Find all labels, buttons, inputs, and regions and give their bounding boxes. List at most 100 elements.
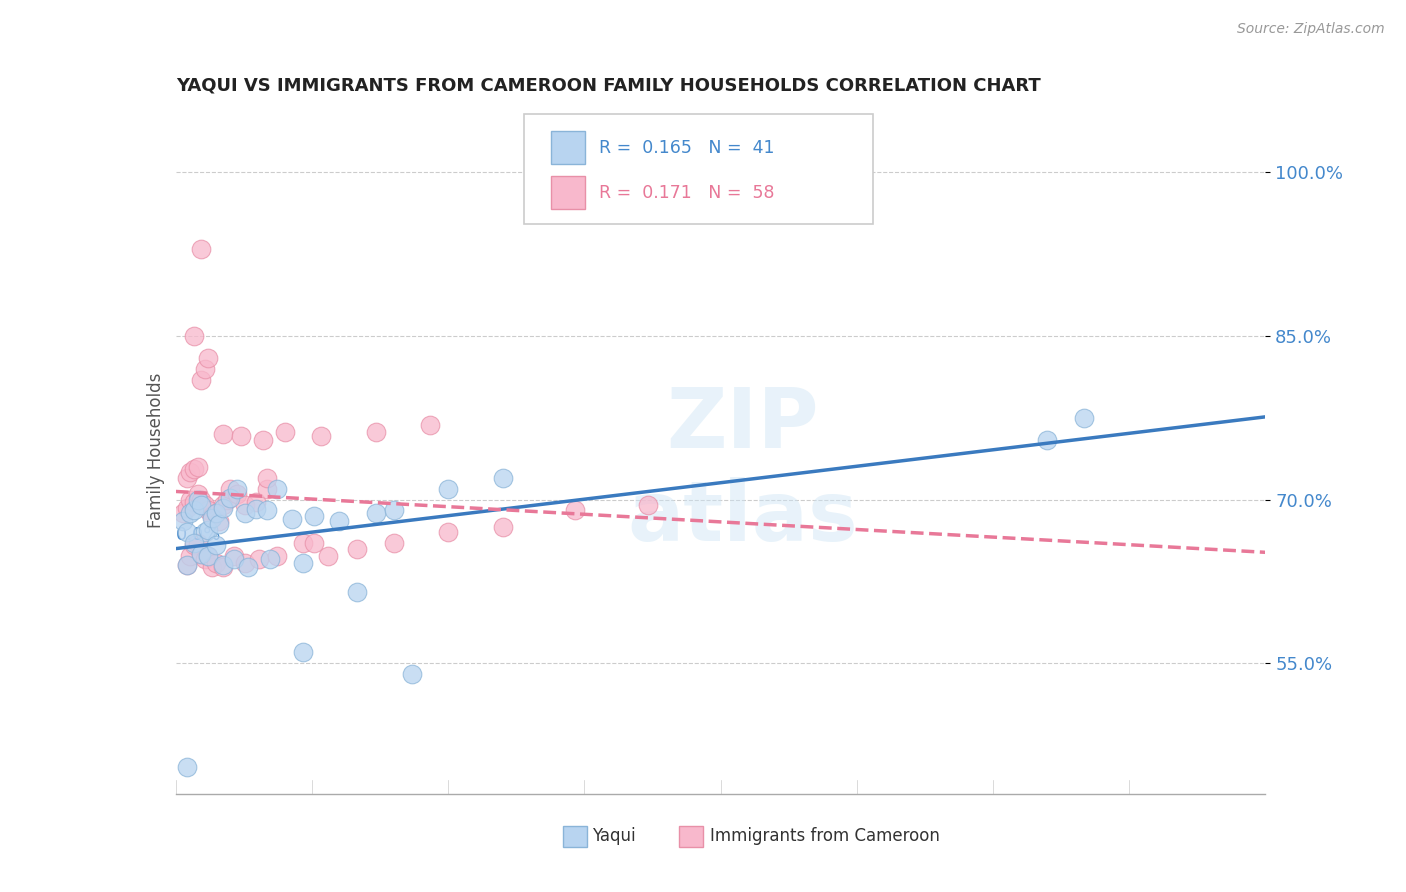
Point [364,506,387,520]
Point [245,502,267,516]
Point [256,503,278,517]
Point [222,552,245,566]
Point [364,425,387,439]
Point [201,511,224,525]
Point [252,433,274,447]
Point [346,585,368,599]
Point [219,482,242,496]
Point [208,516,231,531]
Point [382,503,405,517]
Point [176,501,198,516]
Point [419,418,441,433]
Point [194,361,217,376]
Point [176,759,198,773]
FancyBboxPatch shape [551,177,585,210]
Point [302,508,325,523]
Point [190,547,212,561]
Point [179,506,201,520]
Point [226,487,249,501]
Point [233,498,256,512]
Point [176,558,198,572]
Text: 0.0%: 0.0% [176,526,221,544]
Point [179,492,201,507]
FancyBboxPatch shape [551,131,585,164]
Point [328,514,350,528]
Text: ZIP
atlas: ZIP atlas [627,384,858,558]
Point [291,536,314,550]
Point [318,549,340,564]
FancyBboxPatch shape [679,826,703,847]
Point [201,508,224,523]
Point [186,536,209,550]
Point [437,482,460,496]
Point [346,541,368,556]
Point [197,503,219,517]
Point [179,465,201,479]
Point [197,549,219,564]
Point [204,506,226,520]
Point [212,501,235,516]
Point [197,523,219,537]
Point [204,506,226,520]
FancyBboxPatch shape [524,114,873,224]
Point [266,549,288,564]
Point [231,429,253,443]
Point [190,547,212,561]
Point [212,498,235,512]
Point [183,536,205,550]
Point [176,471,198,485]
Point [256,471,278,485]
Point [212,558,235,572]
Point [226,482,249,496]
Text: YAQUI VS IMMIGRANTS FROM CAMEROON FAMILY HOUSEHOLDS CORRELATION CHART: YAQUI VS IMMIGRANTS FROM CAMEROON FAMILY… [176,77,1040,95]
Point [492,471,515,485]
Text: Yaqui: Yaqui [592,828,636,846]
Point [194,552,217,566]
Point [190,498,212,512]
Point [564,503,586,517]
Point [172,506,194,520]
Point [222,549,245,564]
Point [309,429,332,443]
Point [238,560,260,574]
Point [194,498,217,512]
Text: R =  0.165   N =  41: R = 0.165 N = 41 [599,138,775,157]
Point [190,242,212,256]
Text: Immigrants from Cameroon: Immigrants from Cameroon [710,828,939,846]
Point [212,560,235,574]
Point [233,506,256,520]
Point [190,492,212,507]
Point [291,556,314,570]
Point [259,552,281,566]
Point [274,425,297,439]
Text: R =  0.171   N =  58: R = 0.171 N = 58 [599,184,775,202]
Point [194,525,217,540]
Y-axis label: Family Households: Family Households [146,373,165,528]
Point [183,503,205,517]
Point [176,558,198,572]
Point [179,549,201,564]
Point [204,556,226,570]
Point [176,525,198,540]
Point [204,538,226,552]
Point [183,494,205,508]
Point [197,351,219,365]
Point [201,560,224,574]
Point [186,492,209,507]
Point [197,549,219,564]
Point [183,462,205,476]
Point [183,329,205,343]
Text: Source: ZipAtlas.com: Source: ZipAtlas.com [1237,22,1385,37]
Point [291,645,314,659]
Point [183,538,205,552]
Point [186,459,209,474]
Point [233,556,256,570]
Point [382,536,405,550]
Point [1073,410,1095,425]
Point [172,514,194,528]
Point [190,373,212,387]
Point [401,667,423,681]
Point [492,520,515,534]
Point [208,514,231,528]
Point [437,525,460,540]
